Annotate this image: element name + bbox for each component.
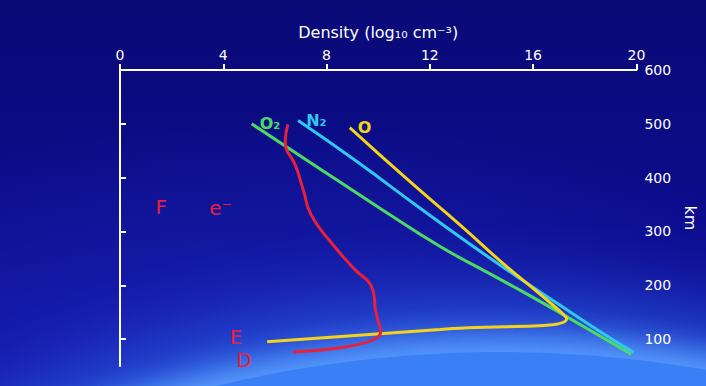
svg-text:16: 16 <box>524 47 542 63</box>
svg-text:500: 500 <box>644 116 671 132</box>
svg-text:F: F <box>156 195 168 219</box>
svg-text:D: D <box>236 348 251 372</box>
svg-text:km: km <box>681 206 700 231</box>
svg-text:O: O <box>358 118 372 137</box>
svg-text:300: 300 <box>644 223 671 239</box>
svg-text:0: 0 <box>116 47 125 63</box>
svg-text:N₂: N₂ <box>306 111 326 130</box>
svg-text:e⁻: e⁻ <box>209 196 232 220</box>
svg-text:8: 8 <box>322 47 331 63</box>
svg-text:E: E <box>230 325 243 349</box>
svg-text:100: 100 <box>644 331 671 347</box>
svg-text:4: 4 <box>219 47 228 63</box>
svg-text:20: 20 <box>627 47 645 63</box>
svg-text:200: 200 <box>644 277 671 293</box>
svg-text:O₂: O₂ <box>260 114 281 133</box>
svg-text:12: 12 <box>421 47 439 63</box>
svg-text:600: 600 <box>644 62 671 78</box>
svg-text:Density (log₁₀ cm⁻³): Density (log₁₀ cm⁻³) <box>298 23 458 42</box>
svg-text:400: 400 <box>644 170 671 186</box>
